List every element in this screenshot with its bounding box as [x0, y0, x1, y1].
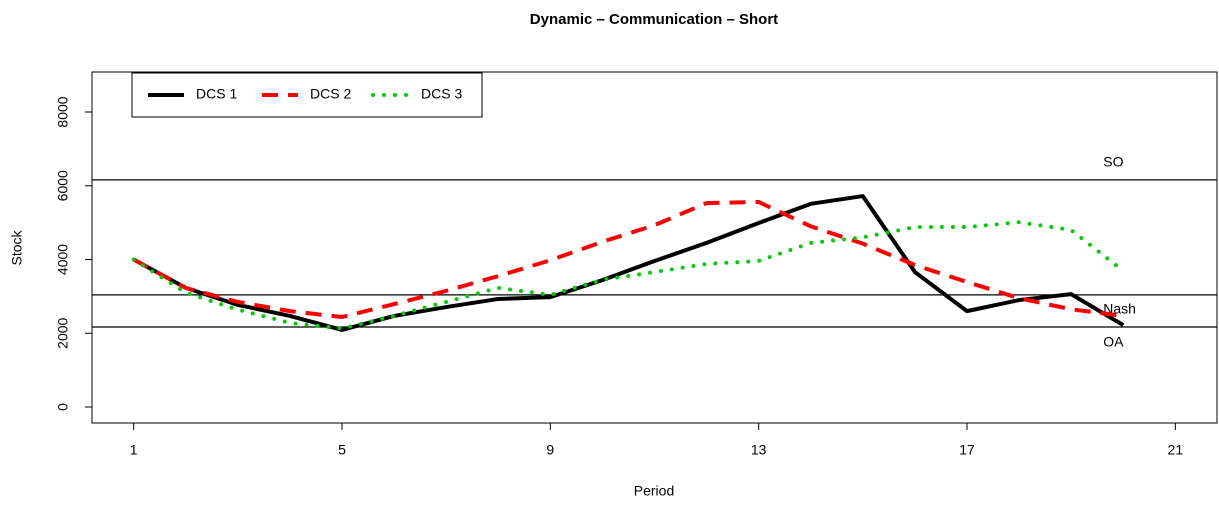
y-tick-label: 4000 — [55, 244, 71, 275]
chart-title: Dynamic – Communication – Short — [530, 11, 778, 28]
x-axis-label: Period — [634, 483, 674, 499]
y-tick-label: 8000 — [55, 96, 71, 127]
legend-label: DCS 3 — [421, 86, 462, 102]
series-line — [132, 199, 1124, 320]
legend-label: DCS 1 — [196, 86, 237, 102]
x-tick-label: 13 — [751, 442, 767, 458]
y-tick-label: 6000 — [55, 170, 71, 201]
x-tick-label: 21 — [1168, 442, 1184, 458]
reference-label: SO — [1103, 154, 1123, 170]
plot-frame — [91, 71, 1218, 424]
x-tick-label: 17 — [959, 442, 975, 458]
legend-box — [131, 72, 483, 118]
x-tick-label: 9 — [546, 442, 554, 458]
y-tick-label: 2000 — [55, 317, 71, 348]
series-line — [131, 220, 1126, 331]
y-tick-label: 0 — [55, 403, 71, 411]
x-tick-label: 1 — [130, 442, 138, 458]
y-axis-label: Stock — [9, 229, 25, 265]
legend-label: DCS 2 — [310, 86, 351, 102]
x-tick-label: 5 — [338, 442, 346, 458]
series-line — [132, 194, 1125, 332]
reference-label: OA — [1103, 334, 1124, 350]
